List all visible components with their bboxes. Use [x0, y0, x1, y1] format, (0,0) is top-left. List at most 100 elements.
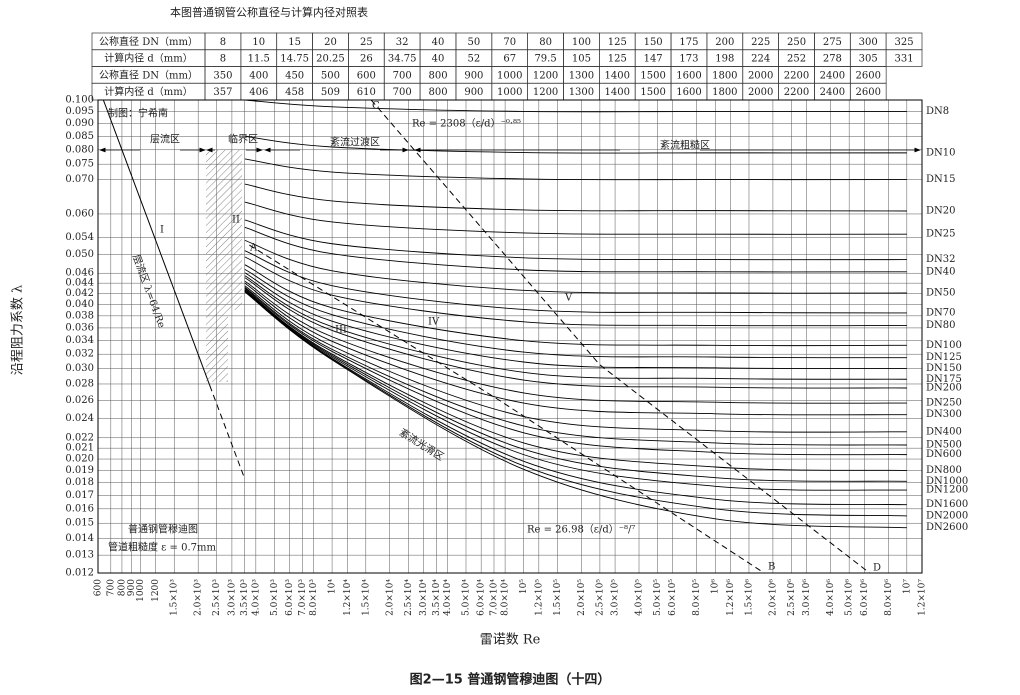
table-value: 1200: [533, 70, 558, 81]
table-value: 2000: [748, 70, 773, 81]
critical-zone-hatch: [206, 150, 228, 382]
x-tick-label: 3.0×10⁶: [802, 579, 812, 616]
y-tick-label: 0.017: [65, 490, 94, 501]
table-value: 357: [213, 87, 232, 98]
annotation: I: [160, 225, 164, 236]
x-tick-label: 8.0×10⁵: [692, 579, 702, 616]
friction-curve: [244, 291, 907, 529]
x-tick-label: 2.0×10⁶: [768, 579, 778, 616]
table-value: 198: [715, 54, 734, 65]
table-cell: [885, 49, 923, 67]
y-axis-label: 沿程阻力系数 λ: [11, 285, 26, 375]
table-value: 2200: [784, 87, 809, 98]
table-value: 1300: [569, 87, 594, 98]
y-tick-label: 0.095: [65, 106, 94, 117]
x-tick-label: 3.5×10³: [240, 579, 250, 616]
curve-label: DN50: [926, 287, 956, 298]
table-value: 900: [464, 70, 483, 81]
friction-curve: [244, 286, 907, 446]
table-value: 458: [285, 87, 304, 98]
table-value: 331: [895, 54, 914, 65]
table-value: 34.75: [388, 54, 417, 65]
x-tick-label: 1.2×10⁷: [918, 579, 928, 616]
table-value: 40: [432, 37, 445, 48]
y-tick-label: 0.100: [65, 95, 94, 106]
y-tick-label: 0.030: [65, 363, 94, 374]
y-tick-label: 0.021: [65, 443, 94, 454]
x-tick-label: 4.0×10⁵: [635, 579, 645, 616]
y-tick-label: 0.028: [65, 378, 94, 389]
table-value: 1000: [497, 87, 522, 98]
table-value: 2600: [855, 70, 880, 81]
friction-curve: [244, 183, 907, 212]
friction-curve: [244, 99, 907, 113]
x-tick-label: 4.0×10⁴: [443, 579, 453, 616]
table-value: 1300: [569, 70, 594, 81]
x-tick-label: 2.5×10⁵: [595, 579, 605, 616]
table-value: 32: [396, 37, 409, 48]
annotation: 管道粗糙度 ε = 0.7mm: [108, 541, 216, 554]
x-tick-label: 6.0×10⁵: [668, 579, 678, 616]
y-tick-label: 0.012: [65, 568, 94, 579]
friction-curve: [244, 275, 907, 380]
x-tick-label: 6.0×10³: [285, 579, 295, 616]
y-tick-label: 0.038: [65, 310, 94, 321]
curve-label: DN1200: [926, 485, 968, 496]
table-value: 1600: [676, 70, 701, 81]
x-tick-label: 1.2×10⁵: [534, 579, 544, 616]
table-value: 8: [220, 37, 226, 48]
table-value: 1800: [712, 87, 737, 98]
friction-curve: [244, 289, 907, 482]
caption: 图2—15 普通钢管穆迪图（十四）: [410, 672, 611, 688]
curve-label: DN70: [926, 307, 956, 318]
y-tick-label: 0.040: [65, 299, 94, 310]
table-value: 15: [288, 37, 301, 48]
annotation: III: [335, 325, 347, 336]
table-value: 250: [787, 37, 806, 48]
curve-label: DN125: [926, 352, 962, 363]
table-value: 500: [321, 70, 340, 81]
x-tick-label: 800: [117, 579, 127, 596]
table-value: 40: [432, 54, 445, 65]
table-value: 2600: [855, 87, 880, 98]
table-value: 305: [859, 54, 878, 65]
table-value: 200: [715, 37, 734, 48]
x-tick-label: 2.0×10⁴: [385, 579, 395, 616]
table-value: 14.75: [280, 54, 309, 65]
table-value: 800: [428, 87, 447, 98]
annotation: C: [372, 101, 380, 112]
y-tick-label: 0.060: [65, 208, 94, 219]
table-value: 79.5: [534, 54, 556, 65]
table-value: 175: [679, 37, 698, 48]
x-tick-label: 4.0×10⁶: [826, 579, 836, 616]
table-value: 70: [503, 37, 516, 48]
x-tick-label: 10⁴: [328, 579, 338, 594]
table-value: 1600: [676, 87, 701, 98]
x-tick-label: 3.0×10⁵: [611, 579, 621, 616]
x-tick-label: 10⁶: [711, 579, 721, 594]
x-tick-label: 5.0×10³: [270, 579, 280, 616]
boundary-line: [102, 99, 211, 386]
table-value: 610: [357, 87, 376, 98]
table-value: 900: [464, 87, 483, 98]
annotation: 临界区: [228, 133, 258, 146]
y-tick-label: 0.014: [65, 533, 94, 544]
friction-curve: [244, 219, 907, 261]
table-value: 600: [357, 70, 376, 81]
x-tick-label: 6.0×10⁶: [860, 579, 870, 616]
table-value: 252: [787, 54, 806, 65]
table-value: 225: [751, 37, 770, 48]
row-header: 公称直径 DN（mm）: [99, 35, 198, 48]
curve-label: DN8: [926, 106, 949, 117]
table-value: 8: [220, 54, 226, 65]
boundary-line: [249, 244, 765, 574]
friction-curve: [244, 290, 907, 506]
friction-curve: [244, 158, 907, 181]
friction-curve: [244, 272, 907, 370]
y-tick-label: 0.085: [65, 131, 94, 142]
table-value: 275: [823, 37, 842, 48]
x-tick-label: 700: [106, 579, 116, 596]
table-value: 50: [468, 37, 481, 48]
table-value: 1500: [640, 87, 665, 98]
curve-label: DN2600: [926, 522, 968, 533]
